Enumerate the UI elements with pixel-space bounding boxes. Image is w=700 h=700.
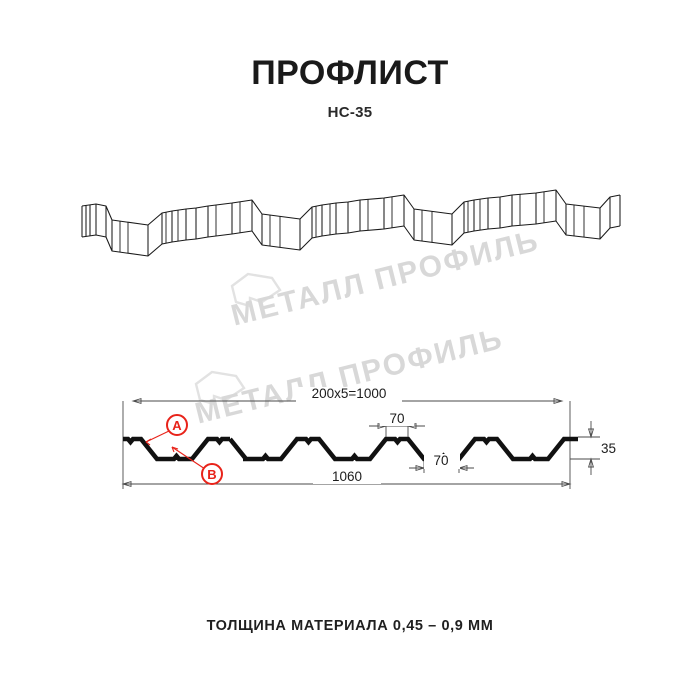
dimension-rib-top: 70 [369, 411, 425, 437]
isometric-profile-view [0, 175, 700, 305]
dimension-working-width: 200x5=1000 [131, 386, 564, 405]
cross-section-view: 1060 200x5=1000 70 [0, 385, 700, 505]
profile-section-outline [123, 436, 578, 462]
dimension-profile-height-label: 35 [601, 441, 616, 456]
iso-sheet-geometry [81, 189, 621, 257]
dimension-rib-bottom: 70 [409, 453, 474, 473]
callout-a[interactable]: A [145, 414, 188, 446]
dimension-rib-top-label: 70 [389, 411, 404, 426]
product-code-subtitle: НС-35 [327, 104, 373, 121]
dimension-rib-bottom-label: 70 [433, 453, 448, 468]
dimension-profile-height: 35 [570, 421, 616, 475]
callout-a-circle[interactable] [166, 414, 188, 436]
page-header: ПРОФЛИСТ НС-35 [0, 56, 700, 121]
callout-b-circle[interactable] [201, 463, 223, 485]
callout-b-label: B [207, 467, 216, 482]
dimension-total-width-label: 1060 [332, 469, 362, 484]
page-title: ПРОФЛИСТ [251, 54, 449, 92]
material-thickness-note: ТОЛЩИНА МАТЕРИАЛА 0,45 – 0,9 ММ [206, 618, 494, 634]
callout-a-label: A [172, 418, 182, 433]
cross-section-svg: 1060 200x5=1000 70 [121, 386, 616, 489]
isometric-profile-svg [81, 189, 621, 257]
callout-b[interactable]: B [171, 446, 223, 485]
dimension-working-width-label: 200x5=1000 [312, 386, 387, 401]
dimension-total-width: 1060 [121, 401, 572, 489]
